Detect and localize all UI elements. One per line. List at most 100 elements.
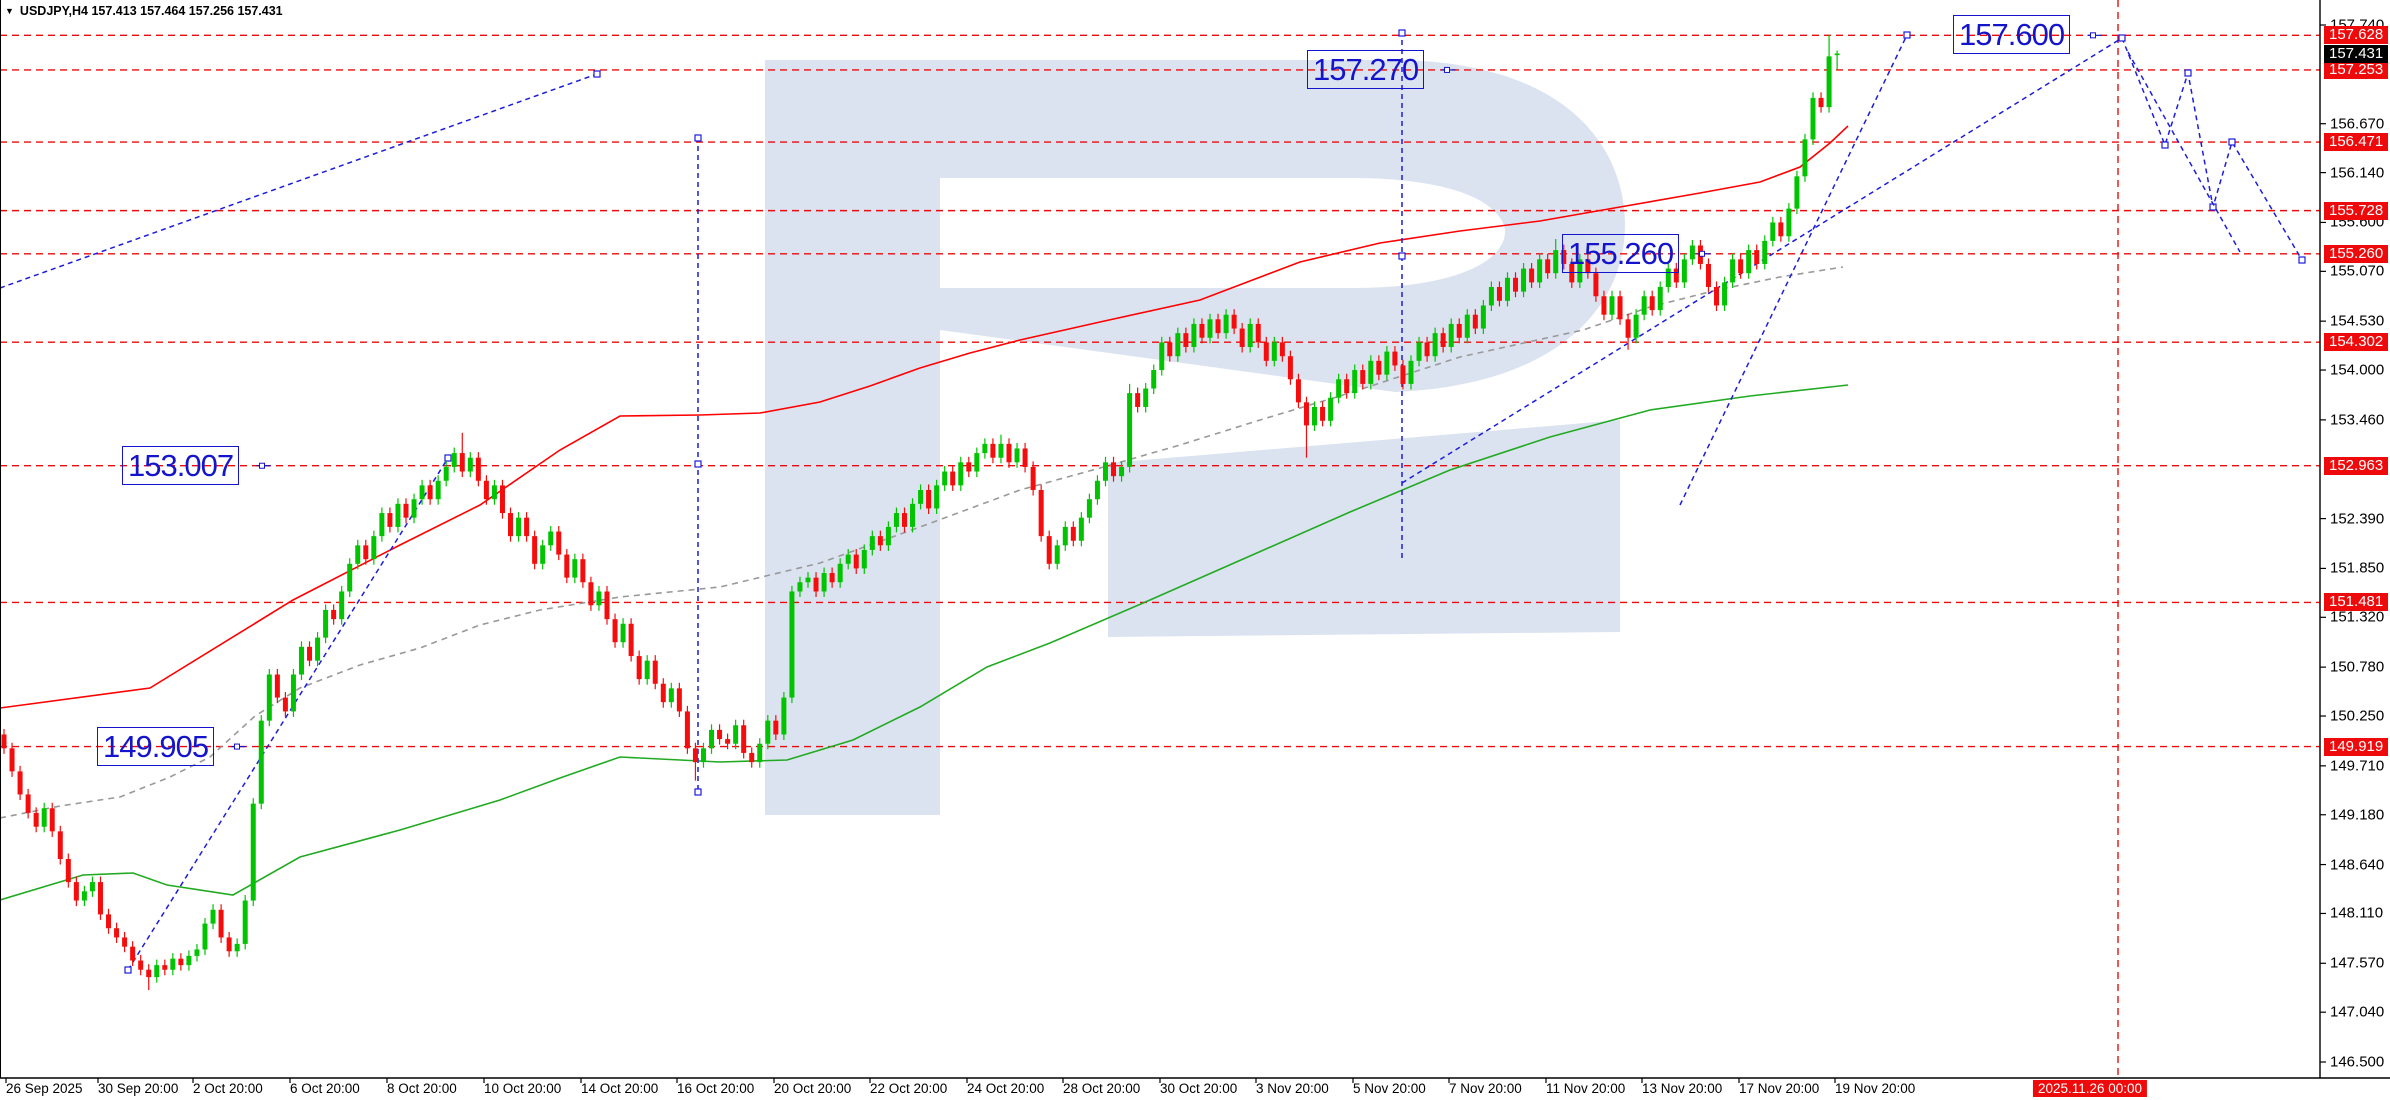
candle xyxy=(1054,545,1060,564)
trendline-handle[interactable] xyxy=(1398,252,1406,260)
candle xyxy=(1038,489,1044,537)
trendline-handle[interactable] xyxy=(2118,34,2126,42)
candle xyxy=(1496,287,1502,301)
callout-handle[interactable] xyxy=(2090,32,2096,39)
candle xyxy=(596,591,602,606)
candle xyxy=(805,577,811,583)
forecast-zigzag[interactable] xyxy=(2121,37,2303,261)
candle xyxy=(1062,526,1068,546)
candle xyxy=(242,900,248,944)
candle xyxy=(1255,323,1261,343)
candle xyxy=(821,573,827,592)
trendline-handle[interactable] xyxy=(1398,29,1406,37)
candle xyxy=(741,725,747,753)
price-callout[interactable]: 157.270 xyxy=(1307,49,1425,89)
candle xyxy=(459,453,465,472)
trendline-handle[interactable] xyxy=(694,134,702,142)
candle xyxy=(1778,222,1784,237)
candle xyxy=(122,937,128,947)
candle xyxy=(1022,448,1028,467)
candle xyxy=(1826,56,1832,108)
candle xyxy=(773,720,779,735)
price-level-tag: 155.260 xyxy=(2324,244,2389,263)
candle xyxy=(950,471,956,486)
trendline-handle[interactable] xyxy=(2298,256,2306,264)
candle xyxy=(1215,319,1221,334)
candle xyxy=(1673,268,1679,283)
candle xyxy=(49,808,55,832)
candle xyxy=(813,577,819,592)
chart-header: ▼ USDJPY,H4 157.413 157.464 157.256 157.… xyxy=(5,4,283,18)
trendline-handle[interactable] xyxy=(2184,69,2192,77)
callout-handle[interactable] xyxy=(1444,66,1450,73)
candle xyxy=(154,965,160,978)
callout-handle[interactable] xyxy=(234,743,240,750)
ma-green xyxy=(0,384,1849,901)
candle xyxy=(1231,314,1237,329)
trendline-handle[interactable] xyxy=(444,454,452,462)
trendline-handle[interactable] xyxy=(694,460,702,468)
candle xyxy=(1577,259,1583,283)
trendline-handle[interactable] xyxy=(2161,141,2169,149)
price-callout[interactable]: 155.260 xyxy=(1562,233,1680,273)
time-axis-label: 10 Oct 20:00 xyxy=(484,1081,562,1096)
candle xyxy=(114,928,120,938)
candle xyxy=(1480,305,1486,329)
candle xyxy=(1014,448,1020,463)
candle xyxy=(990,443,996,458)
trendline-handle[interactable] xyxy=(1903,31,1911,39)
price-callout[interactable]: 149.905 xyxy=(97,726,215,766)
candle xyxy=(427,485,433,500)
price-axis-label: 148.640 xyxy=(2330,856,2385,874)
candle xyxy=(1135,393,1141,407)
candle xyxy=(942,471,948,486)
candle xyxy=(1312,406,1318,426)
candle xyxy=(837,563,843,583)
price-axis-label: 154.530 xyxy=(2330,312,2385,330)
candle xyxy=(1223,314,1229,334)
trendline-october-rally[interactable] xyxy=(127,457,449,971)
candle xyxy=(1770,222,1776,241)
candle xyxy=(1689,245,1695,260)
time-axis-label: 30 Oct 20:00 xyxy=(1160,1081,1238,1096)
candle xyxy=(1649,296,1655,311)
candle xyxy=(717,729,723,740)
candle xyxy=(475,457,481,481)
candle xyxy=(926,489,932,509)
candle xyxy=(1553,250,1559,274)
candle xyxy=(974,453,980,472)
forecast-zigzag[interactable] xyxy=(2127,51,2241,253)
candle xyxy=(668,688,674,703)
callout-handle[interactable] xyxy=(259,462,265,469)
broker-watermark xyxy=(765,60,1625,815)
candle xyxy=(1094,480,1100,500)
candle xyxy=(1537,259,1543,283)
candle xyxy=(1384,351,1390,375)
price-level-tag: 156.471 xyxy=(2324,133,2389,152)
trendline-steep-rally[interactable] xyxy=(1679,34,1908,506)
candle xyxy=(451,453,457,467)
symbol-dropdown-icon[interactable]: ▼ xyxy=(5,6,14,16)
price-axis-label: 146.500 xyxy=(2330,1053,2385,1071)
candle xyxy=(684,711,690,749)
price-callout[interactable]: 153.007 xyxy=(122,445,240,485)
candle xyxy=(1119,466,1125,477)
trendline-handle[interactable] xyxy=(2228,138,2236,146)
trendline-upper-channel[interactable] xyxy=(0,73,598,289)
trendline-handle[interactable] xyxy=(694,788,702,796)
candle xyxy=(1601,296,1607,315)
price-callout[interactable]: 157.600 xyxy=(1953,15,2071,55)
candle xyxy=(1191,323,1197,347)
callout-handle[interactable] xyxy=(1699,250,1705,257)
price-axis-label: 156.670 xyxy=(2330,115,2385,133)
trendline-november-support[interactable] xyxy=(1401,37,2123,484)
trendline-handle[interactable] xyxy=(593,70,601,78)
candle xyxy=(1834,53,1840,56)
candle xyxy=(395,503,401,527)
candle xyxy=(1738,259,1744,274)
trendline-handle[interactable] xyxy=(124,966,132,974)
candle xyxy=(250,803,256,901)
candle xyxy=(508,513,514,537)
candle xyxy=(339,591,345,620)
